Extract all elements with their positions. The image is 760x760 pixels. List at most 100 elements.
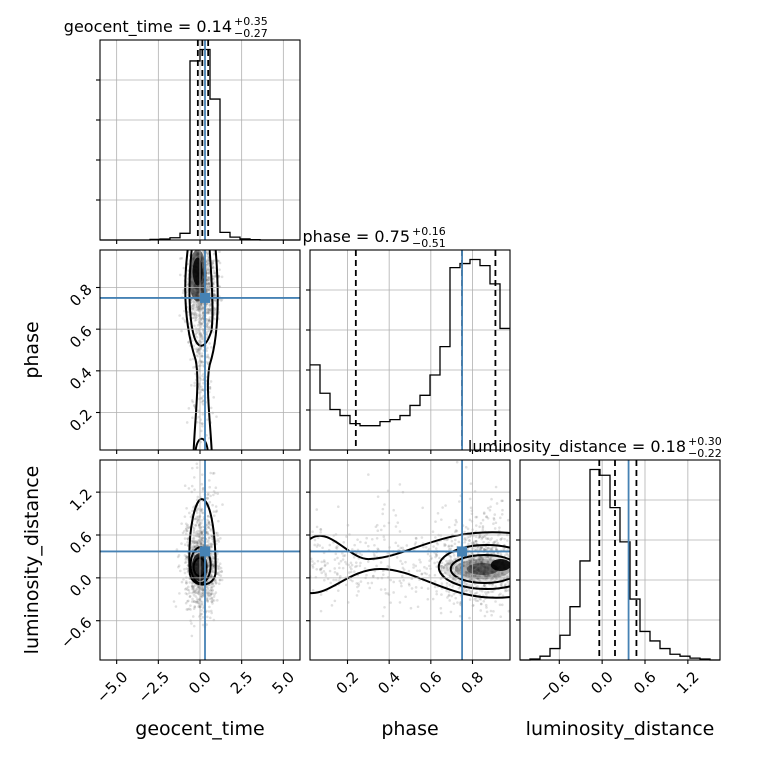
sample-point	[187, 487, 191, 490]
sample-point	[208, 289, 211, 293]
sample-point	[454, 568, 458, 571]
sample-point	[477, 578, 481, 581]
sample-point	[193, 324, 196, 328]
sample-point	[206, 307, 209, 311]
sample-point	[515, 533, 518, 536]
sample-point	[200, 609, 203, 612]
sample-point	[426, 587, 430, 590]
sample-point	[207, 282, 211, 285]
sample-point	[206, 355, 210, 359]
sample-point	[468, 588, 471, 592]
sample-point	[192, 304, 195, 308]
sample-point	[206, 532, 210, 536]
sample-point	[344, 560, 347, 564]
sample-point	[329, 581, 333, 585]
sample-point	[442, 566, 446, 569]
sample-point	[474, 596, 478, 600]
sample-point	[474, 524, 478, 527]
sample-point	[480, 563, 484, 566]
sample-point	[370, 537, 374, 541]
sample-point	[220, 578, 224, 582]
sample-point	[195, 534, 199, 538]
sample-point	[425, 567, 429, 570]
sample-point	[206, 556, 210, 560]
sample-point	[484, 578, 488, 581]
sample-point	[465, 589, 468, 593]
sample-point	[200, 322, 204, 326]
sample-point	[354, 561, 358, 564]
sample-point	[493, 540, 496, 544]
y-tick-label: 0.4	[66, 364, 96, 394]
sample-point	[200, 507, 203, 511]
sample-point	[328, 569, 332, 573]
sample-point	[212, 292, 216, 296]
sample-point	[200, 396, 204, 400]
sample-point	[486, 506, 490, 510]
sample-point	[319, 567, 323, 571]
sample-point	[345, 583, 348, 587]
sample-point	[194, 312, 197, 315]
sample-point	[191, 585, 194, 589]
sample-point	[194, 332, 197, 336]
sample-point	[399, 546, 403, 550]
sample-point	[196, 597, 199, 600]
sample-point	[209, 494, 212, 498]
sample-point	[192, 607, 196, 611]
sample-point	[210, 586, 214, 590]
sample-point	[476, 557, 480, 560]
sample-point	[474, 540, 478, 543]
sample-point	[192, 544, 196, 547]
sample-point	[450, 544, 454, 548]
x-tick-label: 0.0	[185, 668, 215, 698]
sample-point	[210, 557, 214, 561]
sample-point	[507, 609, 510, 613]
sample-point	[418, 558, 421, 562]
sample-point	[201, 424, 204, 428]
sample-point	[201, 616, 205, 619]
sample-point	[472, 570, 476, 574]
sample-point	[212, 278, 215, 281]
sample-point	[489, 557, 493, 560]
sample-point	[208, 605, 211, 609]
sample-point	[466, 547, 470, 551]
sample-point	[210, 545, 213, 549]
sample-point	[193, 384, 196, 387]
sample-point	[185, 283, 189, 287]
sample-point	[210, 585, 214, 588]
sample-point	[499, 537, 503, 541]
sample-point	[195, 587, 199, 590]
sample-point	[347, 563, 351, 567]
sample-point	[201, 250, 205, 253]
sample-point	[211, 564, 215, 567]
sample-point	[316, 543, 320, 546]
sample-point	[200, 323, 203, 326]
sample-point	[191, 312, 195, 315]
sample-point	[197, 330, 200, 334]
sample-point	[339, 559, 343, 563]
sample-point	[366, 560, 370, 563]
title-plus: +0.16	[412, 225, 446, 238]
sample-point	[186, 541, 189, 544]
x-tick-label: −0.6	[536, 668, 574, 706]
sample-point	[218, 570, 221, 574]
sample-point	[218, 578, 222, 582]
sample-point	[527, 569, 530, 572]
sample-point	[313, 543, 317, 547]
sample-point	[189, 604, 192, 607]
sample-point	[504, 589, 507, 593]
sample-point	[478, 558, 481, 562]
sample-point	[200, 585, 204, 588]
sample-point	[476, 599, 480, 603]
sample-point	[452, 602, 456, 605]
sample-point	[494, 585, 497, 588]
sample-point	[193, 314, 197, 318]
sample-point	[212, 595, 216, 598]
sample-point	[353, 570, 356, 573]
sample-point	[465, 571, 469, 575]
sample-point	[192, 313, 195, 317]
sample-point	[449, 544, 453, 548]
sample-point	[423, 571, 427, 575]
sample-point	[489, 609, 493, 613]
sample-point	[188, 594, 192, 598]
sample-point	[394, 541, 398, 545]
